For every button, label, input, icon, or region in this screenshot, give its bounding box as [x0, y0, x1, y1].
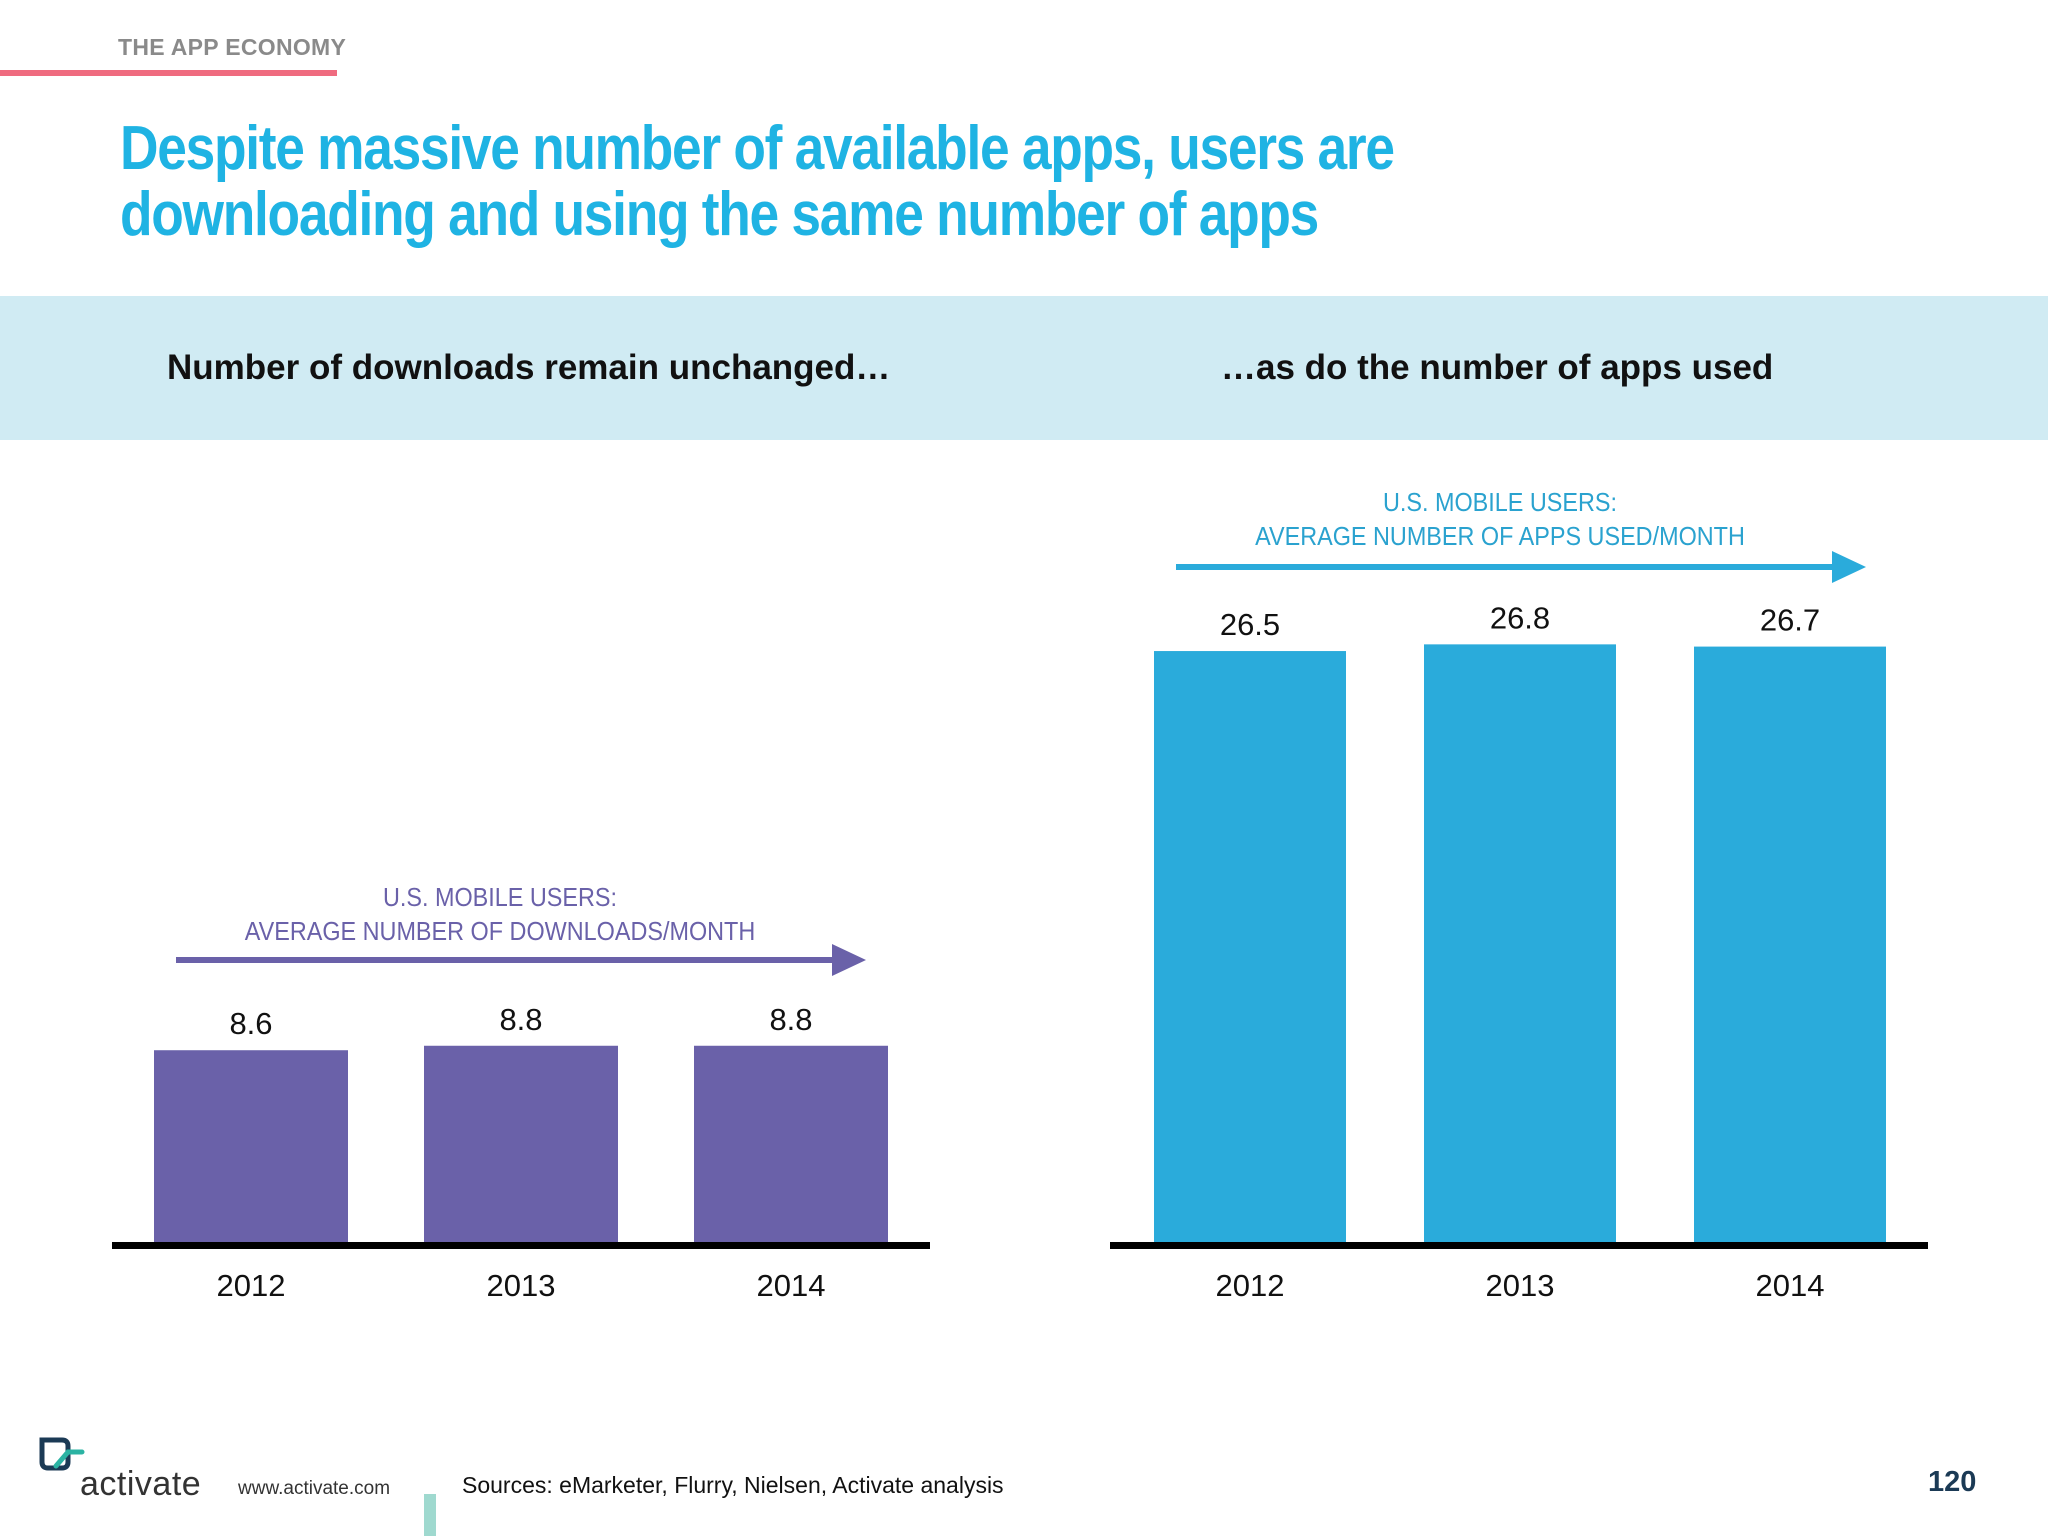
right-x-tick-2014: 2014 — [1756, 1268, 1825, 1303]
footer-divider — [424, 1494, 436, 1536]
right-bar-2012 — [1154, 651, 1346, 1242]
right-caption-line-1: U.S. MOBILE USERS: — [1382, 487, 1618, 517]
website-url[interactable]: www.activate.com — [238, 1478, 391, 1499]
left-chart-caption: U.S. MOBILE USERS: AVERAGE NUMBER OF DOW… — [230, 880, 770, 948]
right-chart-subtitle: …as do the number of apps used — [1221, 348, 1774, 387]
activate-logo-icon — [39, 1437, 85, 1471]
section-label: THE APP ECONOMY — [118, 34, 347, 60]
left-data-label-2014: 8.8 — [769, 1002, 812, 1037]
left-caption-line-2: AVERAGE NUMBER OF DOWNLOADS/MONTH — [244, 916, 756, 946]
right-data-label-2013: 26.8 — [1490, 600, 1550, 635]
sources-note: Sources: eMarketer, Flurry, Nielsen, Act… — [462, 1472, 1004, 1498]
right-bar-2014 — [1694, 646, 1886, 1242]
left-chart-subtitle: Number of downloads remain unchanged… — [167, 348, 891, 387]
page-number: 120 — [1928, 1466, 1977, 1498]
left-bar-2013 — [424, 1045, 618, 1242]
left-x-tick-2013: 2013 — [487, 1268, 556, 1303]
page-title: Despite massive number of available apps… — [120, 114, 1395, 249]
left-x-tick-2012: 2012 — [217, 1268, 286, 1303]
logo-wordmark: activate — [80, 1465, 202, 1503]
left-bar-2014 — [694, 1045, 888, 1242]
right-x-axis — [1110, 1242, 1928, 1249]
subtitle-band — [0, 296, 2048, 440]
right-bar-2013 — [1424, 644, 1616, 1242]
right-caption-line-2: AVERAGE NUMBER OF APPS USED/MONTH — [1255, 521, 1745, 551]
right-data-label-2014: 26.7 — [1760, 603, 1820, 638]
right-chart-caption: U.S. MOBILE USERS: AVERAGE NUMBER OF APP… — [1230, 485, 1770, 553]
left-caption-line-1: U.S. MOBILE USERS: — [382, 882, 618, 912]
right-x-tick-2013: 2013 — [1486, 1268, 1555, 1303]
bar-charts: 8.6 2012 8.8 2013 8.8 2014 26.5 2012 26.8 2013 26.… — [112, 551, 1928, 1303]
left-bar-2012 — [154, 1050, 348, 1242]
left-x-axis — [112, 1242, 930, 1249]
left-data-label-2012: 8.6 — [229, 1006, 272, 1041]
right-x-tick-2012: 2012 — [1216, 1268, 1285, 1303]
left-caption-arrow-head — [832, 944, 866, 976]
right-caption-arrow-head — [1832, 551, 1866, 583]
left-x-tick-2014: 2014 — [757, 1268, 826, 1303]
section-accent-rule — [0, 70, 337, 76]
right-data-label-2012: 26.5 — [1220, 607, 1280, 642]
left-data-label-2013: 8.8 — [499, 1002, 542, 1037]
